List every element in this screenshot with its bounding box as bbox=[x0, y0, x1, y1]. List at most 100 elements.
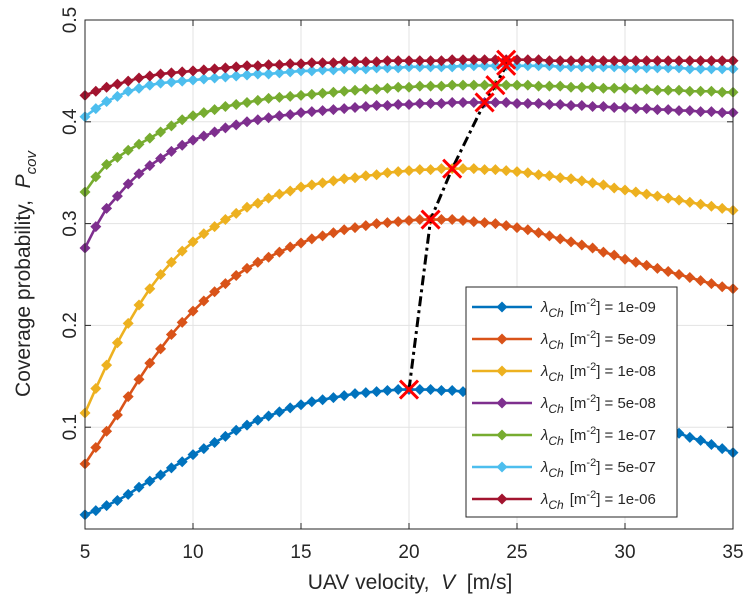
data-point bbox=[360, 83, 372, 95]
legend-text-part: Ch bbox=[548, 370, 564, 384]
data-point bbox=[533, 80, 545, 92]
data-point bbox=[349, 84, 361, 96]
data-point bbox=[684, 85, 696, 97]
y-tick-label: 0.5 bbox=[60, 7, 81, 33]
data-point bbox=[392, 384, 404, 396]
data-point bbox=[414, 214, 426, 226]
data-point bbox=[187, 134, 199, 146]
data-point bbox=[468, 79, 480, 91]
data-point bbox=[360, 56, 372, 68]
data-point bbox=[533, 54, 545, 66]
data-point bbox=[198, 443, 210, 455]
optimum-marker bbox=[496, 49, 517, 70]
data-point bbox=[403, 165, 415, 177]
data-point bbox=[468, 96, 480, 108]
data-point bbox=[705, 55, 717, 67]
data-point bbox=[349, 388, 361, 400]
data-point bbox=[209, 286, 221, 298]
data-point bbox=[338, 173, 350, 185]
data-point bbox=[630, 256, 642, 268]
legend-text-part: Ch bbox=[548, 498, 564, 512]
data-point bbox=[716, 107, 728, 119]
cross-stroke bbox=[398, 379, 420, 400]
data-point bbox=[230, 270, 242, 282]
data-point bbox=[241, 262, 253, 274]
data-point bbox=[641, 103, 653, 115]
data-point bbox=[435, 385, 447, 397]
data-point bbox=[630, 55, 642, 67]
data-point bbox=[576, 55, 588, 67]
data-point bbox=[565, 61, 577, 73]
data-point bbox=[651, 84, 663, 96]
legend-marker bbox=[496, 429, 508, 441]
data-point bbox=[165, 256, 177, 268]
data-point bbox=[230, 119, 242, 131]
data-point bbox=[392, 55, 404, 67]
data-point bbox=[414, 61, 426, 73]
data-point bbox=[597, 61, 609, 73]
data-point bbox=[716, 202, 728, 214]
data-point bbox=[435, 214, 447, 226]
data-point bbox=[619, 184, 631, 196]
x-tick-label: 35 bbox=[722, 542, 743, 563]
data-point bbox=[284, 66, 296, 78]
data-point bbox=[360, 101, 372, 113]
data-point bbox=[457, 215, 469, 227]
data-point bbox=[662, 55, 674, 67]
legend-text-part: 1e-06 bbox=[617, 491, 655, 508]
legend-text-part: -2 bbox=[586, 393, 596, 405]
data-point bbox=[317, 177, 329, 189]
data-point bbox=[338, 390, 350, 402]
data-point bbox=[338, 63, 350, 75]
data-point bbox=[468, 54, 480, 66]
legend-text-part: -2 bbox=[586, 361, 596, 373]
data-point bbox=[651, 190, 663, 202]
data-point bbox=[371, 218, 383, 230]
data-point bbox=[144, 475, 156, 487]
data-point bbox=[414, 384, 426, 396]
data-point bbox=[371, 100, 383, 112]
data-point bbox=[252, 256, 264, 268]
data-point bbox=[565, 55, 577, 67]
data-point bbox=[446, 96, 458, 108]
data-point bbox=[576, 100, 588, 112]
legend-text-part: 1e-08 bbox=[617, 363, 655, 380]
data-point bbox=[630, 103, 642, 115]
optimum-marker bbox=[474, 92, 495, 113]
data-point bbox=[705, 106, 717, 118]
data-point bbox=[414, 164, 426, 176]
data-point bbox=[425, 80, 437, 92]
data-point bbox=[705, 63, 717, 75]
data-point bbox=[662, 265, 674, 277]
data-point bbox=[425, 384, 437, 396]
x-axis-label: UAV velocity, V [m/s] bbox=[308, 571, 513, 594]
data-point bbox=[597, 246, 609, 258]
data-point bbox=[641, 259, 653, 271]
data-point bbox=[230, 98, 242, 110]
data-point bbox=[489, 96, 501, 108]
data-point bbox=[155, 68, 167, 80]
data-point bbox=[209, 221, 221, 233]
legend-label: λCh [m-2] = 5e-07 bbox=[540, 457, 656, 480]
legend-text-part: [m bbox=[570, 459, 587, 476]
data-point bbox=[522, 224, 534, 236]
data-point bbox=[327, 175, 339, 187]
data-point bbox=[522, 60, 534, 72]
data-point bbox=[90, 85, 102, 97]
data-point bbox=[630, 186, 642, 198]
legend-label: λCh [m-2] = 1e-07 bbox=[540, 425, 656, 448]
data-point bbox=[662, 104, 674, 116]
data-point bbox=[111, 78, 123, 90]
y-tick-label: 0.1 bbox=[60, 414, 81, 440]
legend-entry: λCh [m-2] = 5e-07 bbox=[472, 457, 656, 480]
data-point bbox=[479, 217, 491, 229]
data-point bbox=[716, 281, 728, 293]
cross-stroke bbox=[474, 92, 495, 113]
data-point bbox=[403, 61, 415, 73]
data-point bbox=[144, 132, 156, 144]
data-point bbox=[371, 386, 383, 398]
legend-label: λCh [m-2] = 1e-06 bbox=[540, 489, 656, 512]
cross-stroke bbox=[420, 209, 441, 230]
data-point bbox=[543, 55, 555, 67]
data-point bbox=[306, 106, 318, 118]
